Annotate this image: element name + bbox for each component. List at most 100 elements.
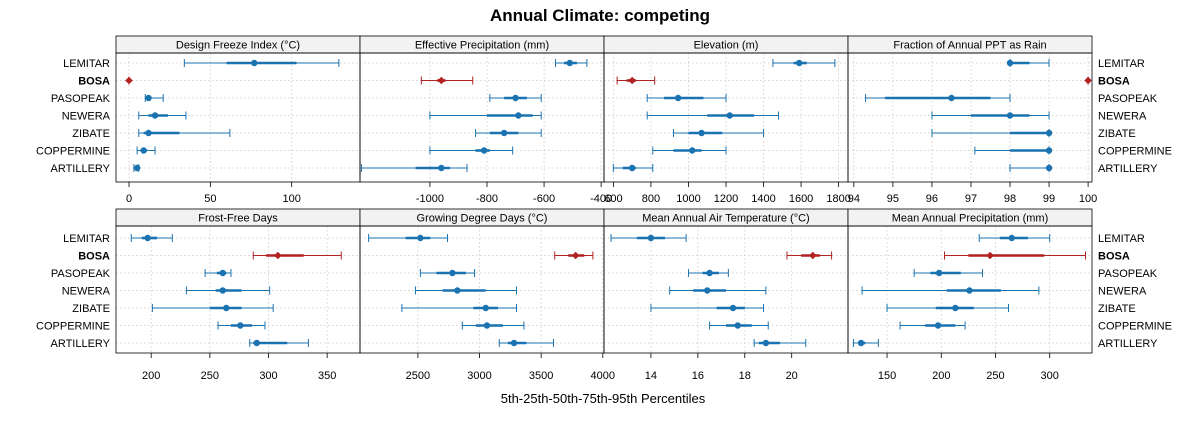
median-point — [145, 94, 152, 102]
tick-label: 14 — [645, 370, 657, 382]
site-label-left-lemitar: LEMITAR — [63, 58, 110, 70]
median-point — [237, 322, 244, 329]
tick-label: 98 — [1004, 193, 1016, 205]
tick-label: 97 — [965, 193, 977, 205]
tick-label: 1800 — [826, 193, 850, 205]
tick-label: 1000 — [676, 193, 700, 205]
median-point — [726, 112, 733, 119]
median-point — [151, 112, 159, 119]
panel-effective-precipitation-mm: Effective Precipitation (mm) -1000 -800 -60… — [359, 35, 612, 205]
series-newera — [931, 111, 1050, 120]
site-label-left-lemitar: LEMITAR — [63, 233, 110, 245]
median-point — [417, 234, 424, 242]
panel-title: Effective Precipitation (mm) — [415, 40, 549, 52]
median-point — [145, 129, 152, 137]
median-point — [483, 322, 491, 329]
series-pasopeak — [913, 269, 983, 277]
median-point — [251, 59, 258, 67]
tick-label: 99 — [1043, 193, 1055, 205]
panel-title: Frost-Free Days — [198, 213, 278, 225]
tick-label: 50 — [204, 193, 216, 205]
site-label-right-pasopeak: PASOPEAK — [1098, 268, 1158, 280]
series-zibate — [475, 129, 542, 137]
tick-label: -600 — [533, 193, 555, 205]
median-point — [857, 339, 865, 347]
site-label-right-lemitar: LEMITAR — [1098, 58, 1145, 70]
series-pasopeak — [489, 94, 542, 102]
site-label-right-artillery: ARTILLERY — [1098, 338, 1158, 350]
median-point — [571, 251, 580, 260]
series-artillery — [249, 339, 309, 347]
site-label-right-zibate: ZIBATE — [1098, 303, 1136, 315]
series-newera — [669, 286, 767, 295]
chart-title: Annual Climate: competing — [490, 6, 710, 25]
tick-label: 3500 — [529, 370, 553, 382]
median-point — [674, 94, 682, 102]
series-lemitar — [1006, 59, 1050, 67]
series-artillery — [498, 339, 554, 347]
series-newera — [861, 286, 1040, 295]
panel-frost-free-days: Frost-Free Days 200 250 300 350 — [115, 208, 361, 382]
site-label-left-bosa: BOSA — [78, 76, 110, 88]
tick-label: 1400 — [751, 193, 775, 205]
tick-label: 100 — [283, 193, 301, 205]
median-point — [934, 322, 942, 329]
series-lemitar — [183, 59, 340, 67]
panel-frame — [847, 52, 1093, 183]
median-point — [219, 269, 226, 277]
series-newera — [185, 286, 271, 295]
panel-growing-degree-days-c: Growing Degree Days (°C) 2500 3000 3500 4000 — [359, 208, 615, 382]
median-point — [274, 251, 282, 260]
series-zibate — [401, 304, 518, 312]
series-artillery — [753, 339, 807, 347]
series-artillery — [612, 164, 654, 172]
panel-frame — [359, 52, 605, 183]
site-label-left-coppermine: COPPERMINE — [36, 146, 110, 158]
site-label-left-artillery: ARTILLERY — [50, 163, 110, 175]
series-pasopeak — [646, 94, 727, 102]
series-bosa — [252, 251, 342, 260]
site-label-left-newera: NEWERA — [62, 286, 111, 298]
site-label-left-bosa: BOSA — [78, 251, 110, 263]
series-bosa — [554, 251, 594, 260]
series-newera — [646, 111, 780, 120]
series-coppermine — [899, 321, 966, 330]
median-point — [628, 164, 636, 172]
series-coppermine — [429, 146, 514, 155]
panel-elevation-m: Elevation (m) 600 800 1000 1200 1400 1600 1800 — [603, 35, 851, 205]
tick-label: 95 — [887, 193, 899, 205]
x-axis-label: 5th-25th-50th-75th-95th Percentiles — [501, 391, 706, 406]
median-point — [144, 234, 151, 242]
series-bosa — [1084, 76, 1092, 85]
median-point — [698, 129, 705, 137]
median-point — [140, 147, 147, 154]
median-point — [454, 287, 461, 294]
median-point — [952, 304, 959, 312]
median-point — [480, 147, 488, 154]
series-zibate — [151, 304, 274, 312]
series-lemitar — [130, 234, 173, 242]
median-point — [482, 304, 489, 312]
tick-label: 96 — [926, 193, 938, 205]
median-point — [986, 251, 994, 260]
tick-label: 2500 — [406, 370, 430, 382]
tick-label: 300 — [259, 370, 277, 382]
tick-label: 1600 — [789, 193, 813, 205]
median-point — [437, 76, 446, 85]
panel-title: Fraction of Annual PPT as Rain — [893, 40, 1046, 52]
median-point — [809, 251, 817, 260]
series-coppermine — [136, 146, 156, 155]
tick-label: 150 — [878, 370, 896, 382]
series-pasopeak — [204, 269, 232, 277]
series-lemitar — [610, 234, 687, 242]
tick-label: 600 — [604, 193, 622, 205]
tick-label: 250 — [986, 370, 1004, 382]
series-bosa — [786, 251, 833, 260]
median-point — [935, 269, 943, 277]
series-lemitar — [368, 234, 448, 242]
site-label-left-zibate: ZIBATE — [72, 128, 110, 140]
median-point — [133, 164, 141, 172]
site-label-left-zibate: ZIBATE — [72, 303, 110, 315]
panel-mean-annual-air-temperature-c: Mean Annual Air Temperature (°C) 14 16 18 20 — [603, 208, 849, 382]
site-label-left-artillery: ARTILLERY — [50, 338, 110, 350]
